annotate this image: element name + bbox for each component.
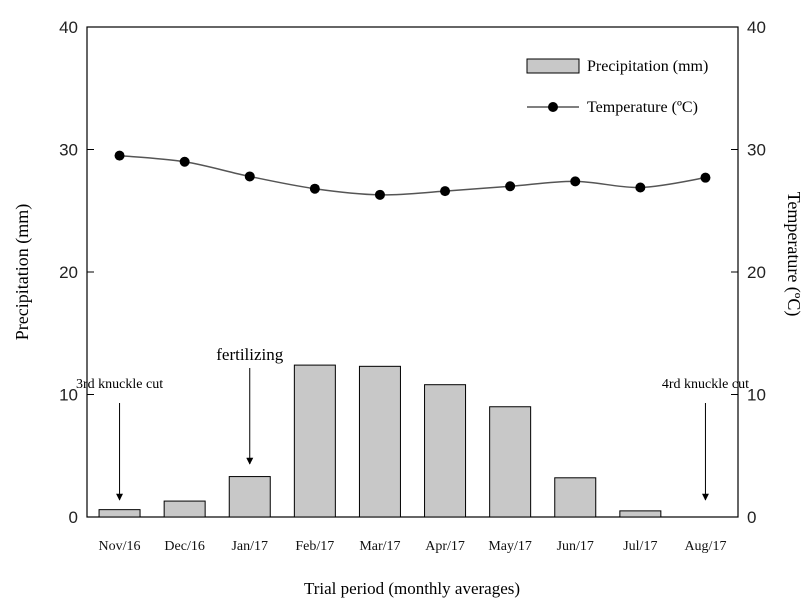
left-tick-label: 0 [69,508,78,527]
precipitation-bar [293,364,336,518]
temperature-marker [505,181,516,192]
annotation-label: 3rd knuckle cut [76,377,163,392]
temperature-marker [244,171,255,182]
annotations: 3rd knuckle cut fertilizing 4rd knuckle cu… [76,345,749,501]
left-tick-label: 20 [59,263,78,282]
right-axis-ticks: 0 10 20 30 40 [731,18,766,527]
x-axis-tick-labels: Nov/16 Dec/16 Jan/17 Feb/17 Mar/17 Apr/17 May/… [99,539,727,554]
left-tick-label: 40 [59,18,78,37]
right-tick-label: 40 [747,18,766,37]
right-tick-label: 20 [747,263,766,282]
annotation-label: fertilizing [216,345,284,364]
x-tick-label: Jan/17 [231,539,268,554]
y-axis-title-left: Precipitation (mm) [12,204,33,340]
temperature-marker [309,183,320,194]
y-axis-title-right: Temperature (ºC) [783,192,801,317]
x-tick-label: Aug/17 [684,539,726,554]
precipitation-bar [163,500,206,518]
x-tick-label: Jun/17 [557,539,594,554]
x-tick-label: Apr/17 [425,539,465,554]
precipitation-bar [228,476,271,518]
precipitation-bar [619,510,662,518]
precipitation-bar [424,384,467,518]
temperature-marker [440,186,451,197]
temperature-line [119,154,706,196]
legend-temperature-label: Temperature (ºC) [587,99,698,116]
legend-precipitation-swatch [526,58,580,74]
annotation-label: 4rd knuckle cut [662,377,749,392]
precipitation-bar [98,509,141,518]
temperature-marker [179,156,190,167]
left-tick-label: 10 [59,386,78,405]
temperature-marker [635,182,646,193]
right-tick-label: 10 [747,386,766,405]
precipitation-bar [358,365,401,518]
legend-precipitation-label: Precipitation (mm) [587,58,708,75]
x-tick-label: May/17 [488,539,532,554]
temperature-marker [374,189,385,200]
right-tick-label: 30 [747,141,766,160]
precipitation-bar [489,406,532,518]
precipitation-bars [98,364,662,518]
temperature-marker [570,176,581,187]
x-tick-label: Nov/16 [99,539,141,554]
temperature-marker [700,172,711,183]
x-tick-label: Dec/16 [164,539,204,554]
x-tick-label: Mar/17 [359,539,400,554]
left-tick-label: 30 [59,141,78,160]
precipitation-bar [554,477,597,518]
right-tick-label: 0 [747,508,756,527]
temperature-marker [114,150,125,161]
temperature-series [114,150,711,200]
x-tick-label: Feb/17 [295,539,334,554]
x-axis-title: Trial period (monthly averages) [304,579,520,598]
left-axis-ticks: 0 10 20 30 40 [59,18,94,527]
legend: Precipitation (mm) Temperature (ºC) [526,58,708,116]
legend-temperature-marker [548,102,558,112]
x-tick-label: Jul/17 [623,539,657,554]
